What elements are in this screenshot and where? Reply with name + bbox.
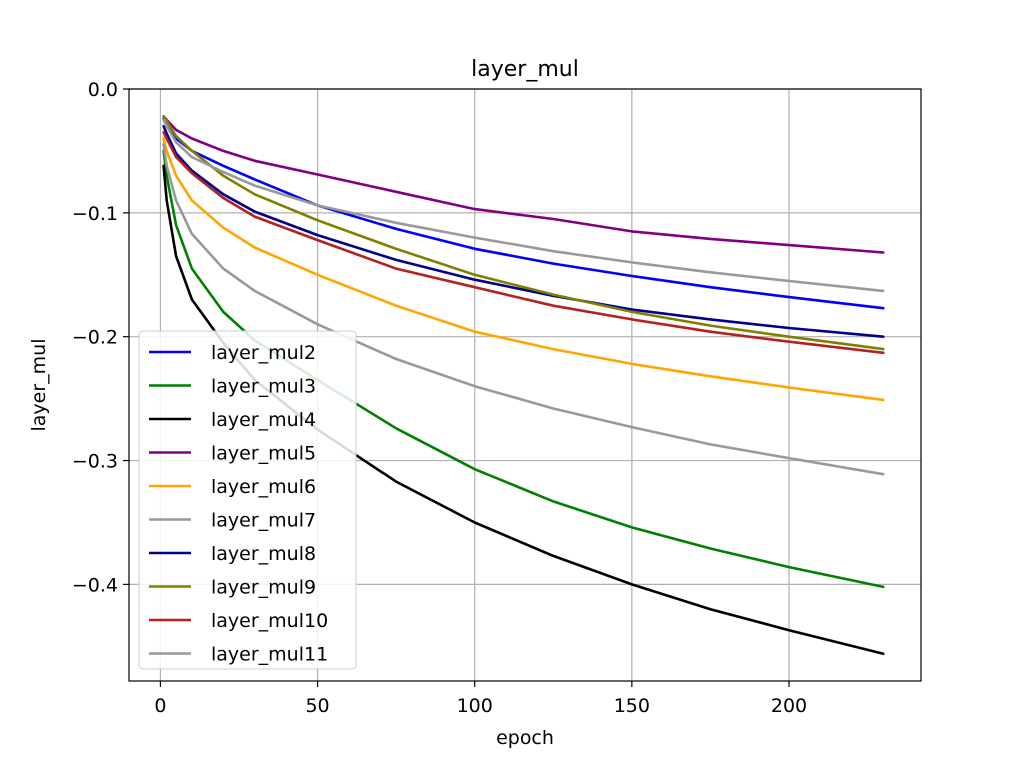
x-tick-label: 0 xyxy=(154,695,166,717)
series-lines xyxy=(162,114,885,656)
x-tick-label: 200 xyxy=(771,695,807,717)
series-line-layer_mul10 xyxy=(162,131,885,355)
legend-label: layer_mul2 xyxy=(211,342,316,364)
chart-title: layer_mul xyxy=(471,57,579,82)
x-axis-label: epoch xyxy=(496,727,554,749)
axis-ticks: 0 50 100 150 200 0.0 −0.1 −0.2 −0.3 −0.4 xyxy=(72,79,807,717)
x-tick-label: 100 xyxy=(457,695,493,717)
series-line-layer_mul2 xyxy=(162,117,885,310)
series-line-layer_mul7 xyxy=(162,143,885,476)
plot-frame xyxy=(128,88,922,682)
legend-label: layer_mul3 xyxy=(211,376,316,398)
legend-box xyxy=(138,330,357,670)
x-tick-label: 50 xyxy=(305,695,329,717)
series-line-layer_mul3 xyxy=(162,149,885,589)
y-tick-label: −0.4 xyxy=(72,574,118,596)
legend-label: layer_mul6 xyxy=(211,476,316,498)
y-tick-label: −0.2 xyxy=(72,327,118,349)
y-tick-label: 0.0 xyxy=(88,79,118,101)
y-tick-label: −0.3 xyxy=(72,451,118,473)
y-tick-label: −0.1 xyxy=(72,203,118,225)
series-line-layer_mul6 xyxy=(162,137,885,402)
legend: layer_mul2 layer_mul3 layer_mul4 layer_mul5… xyxy=(138,330,357,670)
legend-label: layer_mul7 xyxy=(211,510,316,532)
series-line-layer_mul11 xyxy=(162,118,885,293)
series-line-layer_mul8 xyxy=(162,124,885,339)
series-line-layer_mul4 xyxy=(162,164,885,656)
legend-label: layer_mul10 xyxy=(211,610,328,632)
x-tick-label: 150 xyxy=(614,695,650,717)
legend-label: layer_mul5 xyxy=(211,443,316,465)
legend-label: layer_mul8 xyxy=(211,543,316,565)
series-line-layer_mul9 xyxy=(162,114,885,351)
legend-label: layer_mul11 xyxy=(211,644,328,666)
y-axis-label: layer_mul xyxy=(28,339,50,432)
legend-label: layer_mul9 xyxy=(211,577,316,599)
series-line-layer_mul5 xyxy=(162,114,885,254)
legend-label: layer_mul4 xyxy=(211,409,316,431)
